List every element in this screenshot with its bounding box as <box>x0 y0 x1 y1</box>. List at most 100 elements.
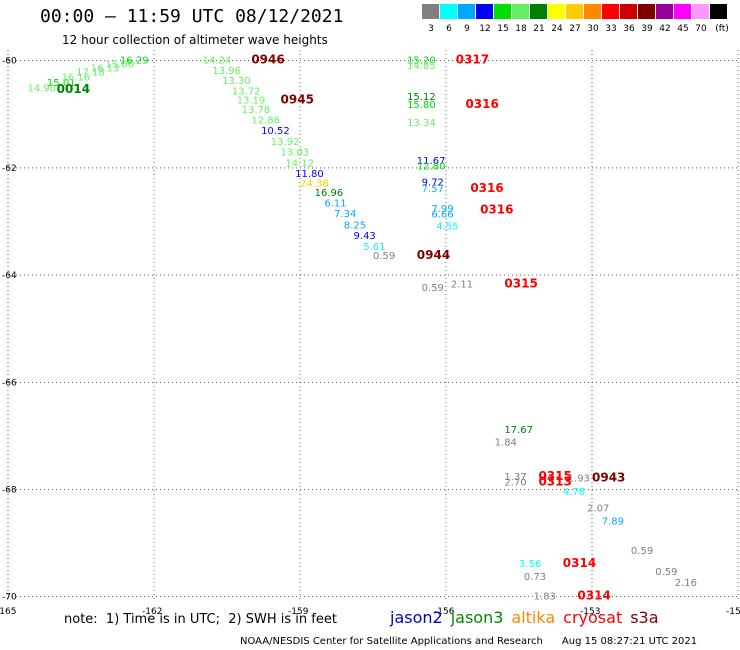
x-tick-label: -159 <box>288 607 309 617</box>
time-label: 0946 <box>251 52 284 66</box>
wave-height-label: 1.83 <box>534 591 556 602</box>
wave-height-label: 10.52 <box>261 126 290 137</box>
y-tick-label: -66 <box>2 378 17 388</box>
wave-height-label: 13.92 <box>271 137 300 148</box>
wave-height-label: 16.13 <box>91 63 120 74</box>
legend-label: 70 <box>695 24 707 34</box>
time-label: 0944 <box>417 248 450 262</box>
wave-height-label: 0.59 <box>631 546 653 557</box>
wave-height-label: 1.37 <box>504 472 526 483</box>
satellite-name: jason3 <box>450 608 504 627</box>
legend-label: 21 <box>533 24 545 34</box>
wave-height-label: 12.86 <box>251 115 280 126</box>
wave-height-label: 13.78 <box>242 105 271 116</box>
legend-label: 24 <box>551 24 563 34</box>
chart-subtitle: 12 hour collection of altimeter wave hei… <box>62 33 328 47</box>
time-label: 0313 <box>538 475 571 489</box>
y-tick-label: -62 <box>2 164 17 174</box>
wave-height-label: 13.96 <box>212 66 241 77</box>
wave-height-label: 9.43 <box>354 231 376 242</box>
wave-height-label: 14.90 <box>27 83 56 94</box>
wave-height-label: 7.89 <box>602 516 624 527</box>
legend-label: 12 <box>479 24 491 34</box>
legend-swatch <box>566 4 583 19</box>
wave-height-label: 5.61 <box>363 242 385 253</box>
legend-swatch <box>476 4 493 19</box>
wave-height-label: 4.78 <box>563 487 585 498</box>
wave-height-label: 13.30 <box>222 76 251 87</box>
wave-height-label: 0.59 <box>655 567 677 578</box>
wave-height-label: 14.24 <box>203 55 232 66</box>
legend-label: 30 <box>587 24 599 34</box>
wave-height-label: 17.18 <box>76 68 105 79</box>
wave-height-label: 2.16 <box>675 578 697 589</box>
time-label: 0945 <box>281 93 314 107</box>
wave-height-label: 11.67 <box>417 156 446 167</box>
wave-height-label: 4.55 <box>436 222 458 233</box>
wave-height-label: 15.12 <box>407 92 436 103</box>
y-tick-label: -68 <box>2 485 17 495</box>
legend-swatch <box>674 4 691 19</box>
credit-line: NOAA/NESDIS Center for Satellite Applica… <box>240 636 698 647</box>
wave-height-label: 13.72 <box>232 86 261 97</box>
x-tick-label: -165 <box>0 607 16 617</box>
legend-label: 18 <box>515 24 527 34</box>
wave-height-label: 15.06 <box>105 60 134 71</box>
time-label: 0943 <box>592 470 625 484</box>
wave-height-label: 15.80 <box>407 100 436 111</box>
wave-height-label: 14.12 <box>285 158 314 169</box>
legend-label: 15 <box>497 24 509 34</box>
y-tick-label: -60 <box>2 57 17 67</box>
wave-height-label: 8.25 <box>344 220 366 231</box>
wave-height-label: 24.38 <box>300 179 329 190</box>
time-label: 0316 <box>480 202 513 216</box>
y-tick-label: -64 <box>2 271 17 281</box>
time-label: 0316 <box>470 181 503 195</box>
legend-swatch <box>710 4 727 19</box>
legend-swatch <box>620 4 637 19</box>
y-tick-label: -70 <box>2 593 17 603</box>
wave-height-label: 15.20 <box>407 55 436 66</box>
wave-height-label: 17.67 <box>504 425 533 436</box>
wave-height-label: 11.80 <box>295 169 324 180</box>
chart-title: 00:00 – 11:59 UTC 08/12/2021 <box>40 6 344 27</box>
wave-height-label: 7.34 <box>334 209 356 220</box>
wave-height-label: 13.03 <box>281 148 310 159</box>
legend-swatch <box>422 4 439 19</box>
wave-height-label: 6.66 <box>431 210 453 221</box>
legend-label: 9 <box>464 24 470 34</box>
legend-label: 39 <box>641 24 653 34</box>
wave-height-label: 0.59 <box>373 251 395 262</box>
legend-label: 45 <box>677 24 689 34</box>
x-tick-label: -150 <box>726 607 740 617</box>
time-label: 0317 <box>456 52 489 66</box>
legend-swatch <box>530 4 547 19</box>
wave-height-label: 1.84 <box>495 438 517 449</box>
time-label: 0316 <box>465 97 498 111</box>
wave-height-label: 0.73 <box>524 572 546 583</box>
legend-swatch <box>584 4 601 19</box>
legend-swatch <box>512 4 529 19</box>
wave-height-label: 2.07 <box>587 503 609 514</box>
time-label: 0014 <box>57 82 90 96</box>
wave-height-label: 9.72 <box>422 178 444 189</box>
time-label: 0315 <box>538 469 571 483</box>
legend-swatch <box>692 4 709 19</box>
time-label: 0315 <box>504 276 537 290</box>
wave-height-label: 2.11 <box>451 279 473 290</box>
wave-height-label: 3.56 <box>519 559 541 570</box>
legend-swatch <box>458 4 475 19</box>
wave-height-label: 7.99 <box>431 204 453 215</box>
legend-swatch <box>548 4 565 19</box>
wave-height-label: 0.59 <box>422 283 444 294</box>
legend-swatch <box>602 4 619 19</box>
legend-swatch <box>494 4 511 19</box>
wave-height-label: 15.01 <box>47 78 76 89</box>
time-label: 0314 <box>563 556 596 570</box>
legend-swatch <box>656 4 673 19</box>
wave-height-label: 13.34 <box>407 118 436 129</box>
wave-height-label: 2.70 <box>504 478 526 489</box>
x-tick-label: -156 <box>434 607 455 617</box>
legend-swatch <box>638 4 655 19</box>
